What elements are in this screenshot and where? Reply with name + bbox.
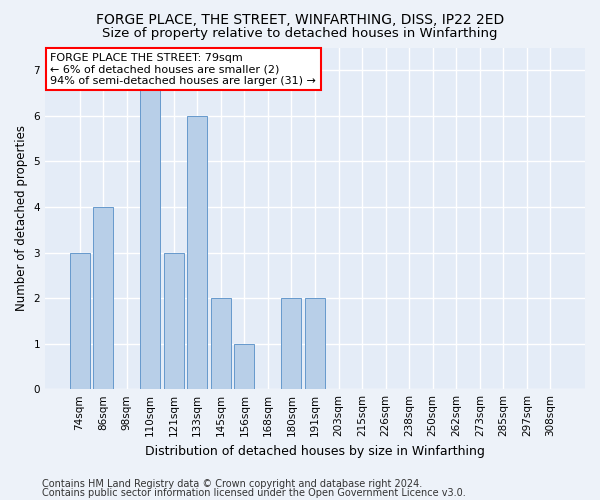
Bar	[140, 70, 160, 389]
Text: Contains public sector information licensed under the Open Government Licence v3: Contains public sector information licen…	[42, 488, 466, 498]
Text: Size of property relative to detached houses in Winfarthing: Size of property relative to detached ho…	[102, 28, 498, 40]
Bar	[235, 344, 254, 389]
Bar	[211, 298, 231, 389]
Bar	[281, 298, 301, 389]
Bar	[305, 298, 325, 389]
Bar	[164, 252, 184, 389]
Y-axis label: Number of detached properties: Number of detached properties	[15, 126, 28, 312]
Bar	[187, 116, 208, 389]
Text: FORGE PLACE THE STREET: 79sqm
← 6% of detached houses are smaller (2)
94% of sem: FORGE PLACE THE STREET: 79sqm ← 6% of de…	[50, 52, 316, 86]
Text: Contains HM Land Registry data © Crown copyright and database right 2024.: Contains HM Land Registry data © Crown c…	[42, 479, 422, 489]
X-axis label: Distribution of detached houses by size in Winfarthing: Distribution of detached houses by size …	[145, 444, 485, 458]
Bar	[70, 252, 89, 389]
Text: FORGE PLACE, THE STREET, WINFARTHING, DISS, IP22 2ED: FORGE PLACE, THE STREET, WINFARTHING, DI…	[96, 12, 504, 26]
Bar	[93, 207, 113, 389]
